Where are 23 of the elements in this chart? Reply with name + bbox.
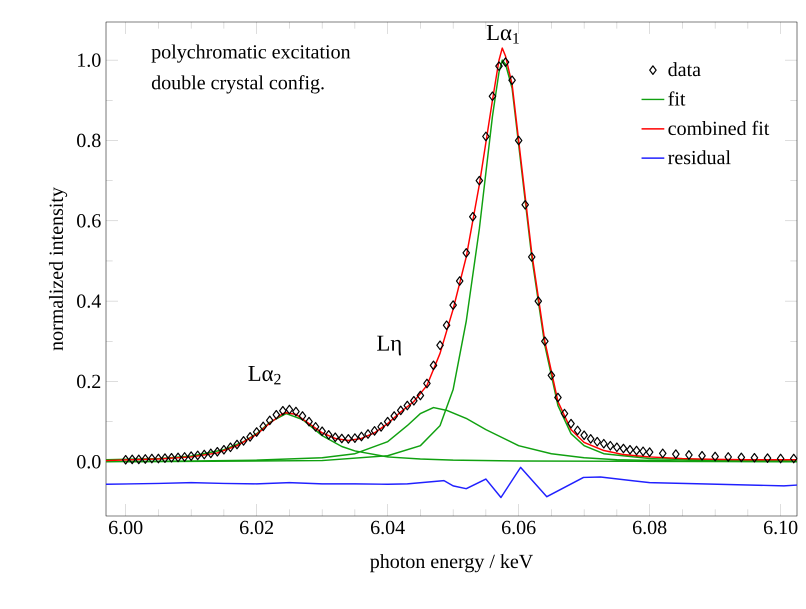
y-tick-label: 0.0: [77, 454, 101, 469]
annotation: Lη: [377, 336, 401, 356]
y-tick-label: 0.4: [77, 294, 101, 308]
y-tick-label: 0.8: [77, 134, 101, 148]
y-tick-label: 0.2: [77, 374, 100, 388]
x-tick-label: 6.04: [371, 520, 405, 534]
annotation: double crystal config.: [152, 75, 324, 94]
x-tick-label: 6.00: [109, 520, 142, 534]
legend-label: data: [668, 62, 701, 76]
x-tick-label: 6.08: [632, 520, 666, 534]
x-tick-label: 6.10: [764, 520, 798, 534]
annotation: Lα$_{2}$: [248, 366, 281, 384]
y-axis-title: normalized intensity: [48, 187, 68, 350]
legend-label: residual: [668, 150, 731, 164]
x-tick-label: 6.06: [502, 520, 536, 534]
legend-label: fit: [668, 91, 686, 106]
y-tick-label: 1.0: [78, 53, 101, 67]
y-tick-label: 0.6: [77, 214, 101, 228]
x-axis-title: photon energy / keV: [370, 554, 534, 572]
x-tick-label: 6.02: [240, 520, 274, 534]
annotation: Lα$_{1}$: [486, 25, 519, 44]
annotation: polychromatic excitation: [152, 44, 350, 63]
legend-label: combined fit: [668, 120, 770, 136]
